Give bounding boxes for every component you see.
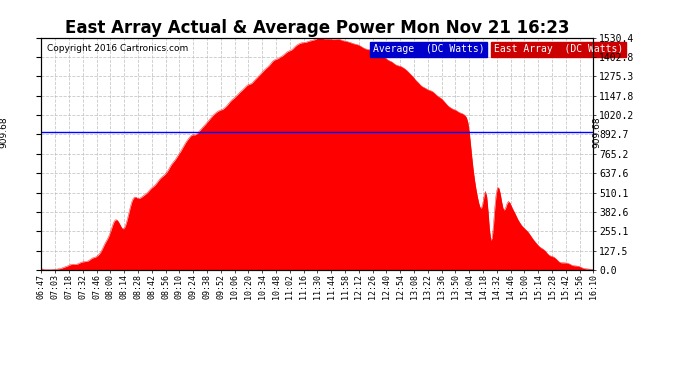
Text: Average  (DC Watts): Average (DC Watts) bbox=[373, 45, 484, 54]
Title: East Array Actual & Average Power Mon Nov 21 16:23: East Array Actual & Average Power Mon No… bbox=[65, 20, 570, 38]
Text: 909.68: 909.68 bbox=[0, 116, 8, 148]
Text: 909.68: 909.68 bbox=[592, 116, 602, 148]
Text: East Array  (DC Watts): East Array (DC Watts) bbox=[494, 45, 623, 54]
Text: Copyright 2016 Cartronics.com: Copyright 2016 Cartronics.com bbox=[47, 45, 188, 54]
